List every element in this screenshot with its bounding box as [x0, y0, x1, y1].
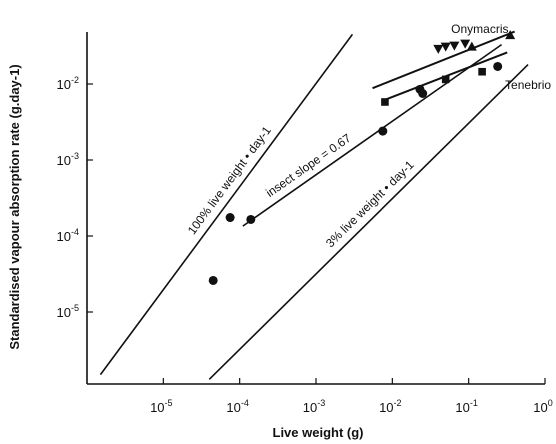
- reference-line: [242, 43, 503, 227]
- data-point-square: [478, 67, 486, 76]
- ticks: 10-5 10-4 10-3 10-2 10-1 100 10-5 10-4 10-3 10-2: [57, 75, 553, 415]
- y-tick-label: 10-3: [57, 151, 79, 168]
- y-tick-label: 10-4: [57, 227, 79, 244]
- reference-line: [99, 33, 354, 376]
- reference-lines: 100% live weight • day-1 3% live weight •…: [99, 33, 529, 380]
- reference-line-label: insect slope = 0.67: [263, 131, 354, 200]
- data-points: [208, 30, 516, 285]
- data-point-circle: [418, 88, 428, 98]
- data-point-circle: [493, 61, 503, 71]
- reference-line-label: 3% live weight • day-1: [323, 157, 417, 250]
- x-tick-label: 10-4: [226, 398, 248, 415]
- reference-line: [208, 64, 529, 380]
- data-point-circle: [246, 214, 256, 224]
- series-annotation: Onymacris: [451, 22, 508, 36]
- data-point-square: [441, 75, 450, 84]
- data-point-circle: [378, 126, 388, 136]
- labels: Live weight (g) Standardised vapour abso…: [7, 22, 551, 440]
- x-tick-label: 10-1: [455, 398, 477, 415]
- x-tick-label: 10-3: [303, 398, 325, 415]
- data-point-circle: [225, 213, 235, 223]
- data-point-triangle: [440, 42, 451, 52]
- y-axis-label: Standardised vapour absorption rate (g.d…: [7, 64, 22, 349]
- y-tick-label: 10-2: [57, 75, 79, 92]
- data-point-triangle: [449, 41, 460, 51]
- series-line: [372, 30, 515, 90]
- data-point-circle: [208, 275, 218, 285]
- data-point-triangle: [460, 39, 471, 49]
- data-point-square: [381, 98, 389, 106]
- data-point-triangle-up: [466, 41, 477, 51]
- x-tick-label: 100: [533, 398, 552, 415]
- x-axis-label: Live weight (g): [273, 425, 364, 440]
- y-tick-label: 10-5: [57, 303, 79, 320]
- data-point-triangle-up: [505, 30, 516, 40]
- x-tick-label: 10-2: [379, 398, 401, 415]
- series-annotation: Tenebrio: [505, 78, 551, 92]
- data-point-triangle: [433, 44, 444, 54]
- x-tick-label: 10-5: [150, 398, 172, 415]
